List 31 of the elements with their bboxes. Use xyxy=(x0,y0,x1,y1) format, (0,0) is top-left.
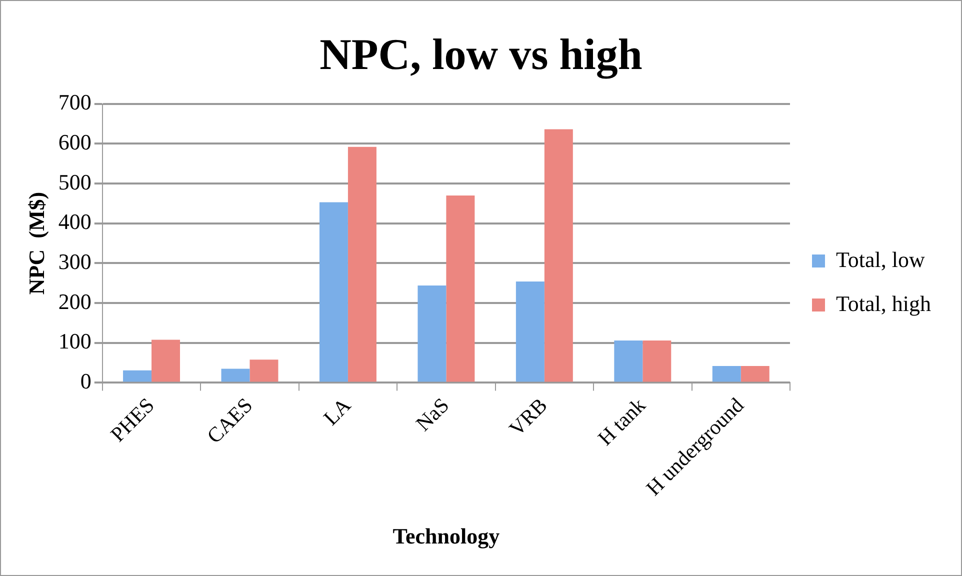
bar xyxy=(152,340,180,382)
bar xyxy=(740,366,770,382)
x-tick-label: VRB xyxy=(504,393,552,441)
y-tick-label: 0 xyxy=(80,368,92,394)
bar xyxy=(418,286,446,382)
x-tick-label: LA xyxy=(318,392,356,430)
bar xyxy=(221,368,250,382)
y-tick-label: 200 xyxy=(58,288,92,314)
y-tick-label: 400 xyxy=(58,209,92,234)
chart-title: NPC, low vs high xyxy=(320,30,642,79)
bar xyxy=(614,340,643,382)
bar xyxy=(319,202,348,382)
bar xyxy=(642,340,672,382)
legend-label: Total, low xyxy=(836,246,925,272)
y-axis-title: NPC (M$) xyxy=(24,192,49,295)
bar xyxy=(446,195,475,382)
bar xyxy=(348,146,376,382)
bar xyxy=(712,366,741,382)
y-tick-label: 700 xyxy=(58,90,92,115)
y-tick-label: 600 xyxy=(58,129,92,154)
y-tick-label: 100 xyxy=(58,328,92,354)
bar xyxy=(544,129,573,382)
x-tick-label: H tank xyxy=(593,392,650,450)
y-tick-label: 500 xyxy=(58,169,92,194)
x-tick-label: NaS xyxy=(411,393,454,436)
bar xyxy=(516,282,544,382)
bar xyxy=(250,360,278,382)
bar xyxy=(123,370,152,382)
x-axis-title: Technology xyxy=(392,523,500,548)
y-tick-label: 300 xyxy=(58,248,92,274)
legend-label: Total, high xyxy=(836,290,932,316)
